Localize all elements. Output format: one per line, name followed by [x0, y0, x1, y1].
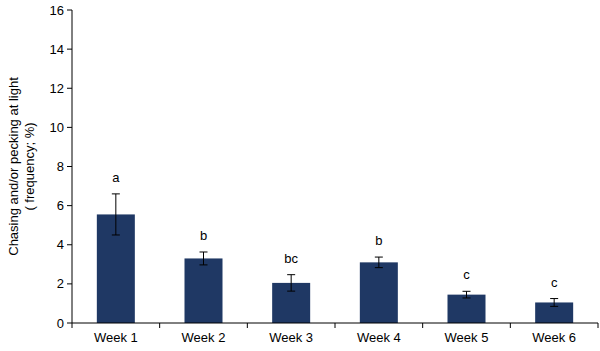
error-cap: [463, 297, 471, 298]
x-tick: [598, 323, 599, 328]
error-cap: [550, 306, 558, 307]
bar: [448, 295, 486, 323]
x-tick-label: Week 3: [269, 330, 313, 345]
error-cap: [287, 291, 295, 292]
annotation: b: [200, 228, 207, 243]
x-tick: [72, 323, 73, 328]
y-tick: [67, 205, 72, 206]
x-tick-label: Week 1: [94, 330, 138, 345]
bars: [97, 194, 573, 323]
error-cap: [112, 193, 120, 194]
error-cap: [200, 251, 208, 252]
y-tick-label: 4: [57, 237, 64, 252]
y-tick: [67, 244, 72, 245]
annotation: a: [112, 170, 120, 185]
x-tick-label: Week 5: [445, 330, 489, 345]
x-tick: [159, 323, 160, 328]
chart: abbcbcc0246810121416Week 1Week 2Week 3We…: [0, 0, 600, 351]
y-tick: [67, 127, 72, 128]
bar: [185, 258, 223, 323]
error-cap: [200, 264, 208, 265]
error-cap: [112, 234, 120, 235]
y-tick-label: 16: [50, 3, 64, 18]
y-axis-label: Chasing and/or pecking at light: [6, 77, 21, 256]
x-tick-label: Week 4: [357, 330, 401, 345]
error-bar: [554, 299, 555, 307]
x-tick: [247, 323, 248, 328]
y-tick: [67, 166, 72, 167]
y-tick: [67, 49, 72, 50]
error-bar: [378, 257, 379, 268]
y-tick-label: 12: [50, 81, 64, 96]
y-tick-label: 2: [57, 276, 64, 291]
error-bar: [291, 275, 292, 291]
y-tick-label: 14: [50, 42, 64, 57]
y-tick-label: 0: [57, 316, 64, 331]
error-bar: [203, 252, 204, 265]
y-tick: [67, 323, 72, 324]
y-tick-label: 10: [50, 120, 64, 135]
annotation: c: [551, 275, 558, 290]
x-tick-label: Week 6: [532, 330, 576, 345]
annotation: c: [463, 267, 470, 282]
y-axis-label: ( frequency; %): [22, 122, 37, 210]
annotation: bc: [284, 251, 298, 266]
x-tick-label: Week 2: [182, 330, 226, 345]
x-tick: [422, 323, 423, 328]
y-tick-label: 6: [57, 198, 64, 213]
bar: [360, 262, 398, 323]
error-bar: [115, 194, 116, 235]
y-tick-label: 8: [57, 159, 64, 174]
x-tick: [510, 323, 511, 328]
y-tick: [67, 10, 72, 11]
x-tick: [335, 323, 336, 328]
error-cap: [550, 298, 558, 299]
error-cap: [375, 267, 383, 268]
error-cap: [463, 291, 471, 292]
annotation: b: [375, 233, 382, 248]
y-tick: [67, 283, 72, 284]
error-cap: [287, 274, 295, 275]
y-tick: [67, 88, 72, 89]
error-cap: [375, 257, 383, 258]
error-bar: [466, 291, 467, 298]
